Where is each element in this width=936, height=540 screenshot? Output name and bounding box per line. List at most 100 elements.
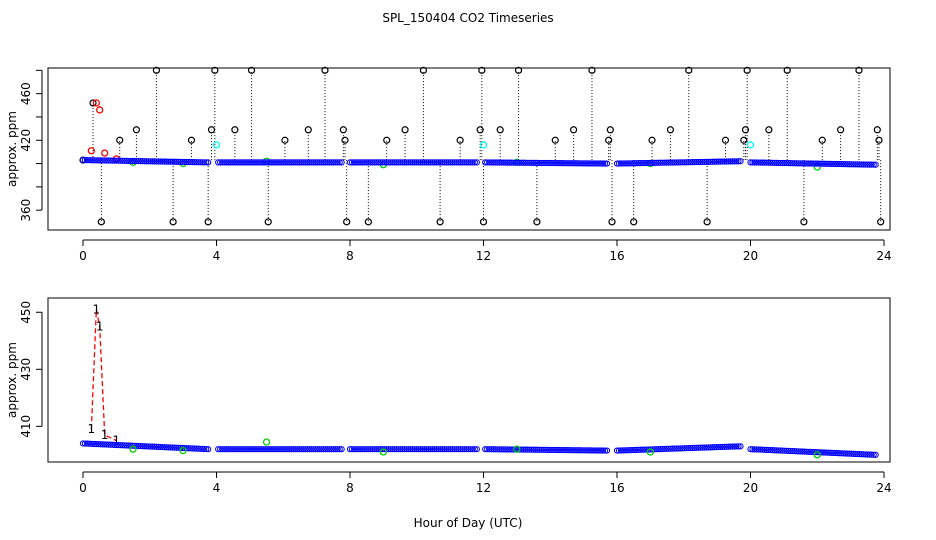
- measurement-point: [449, 159, 456, 166]
- measurement-point: [435, 446, 442, 453]
- measurement-point: [348, 446, 356, 453]
- measurement-point: [109, 441, 116, 448]
- measurement-point: [391, 446, 398, 453]
- measurement-point: [177, 158, 184, 165]
- measurement-point: [316, 159, 323, 166]
- measurement-point: [557, 160, 565, 167]
- measurement-point: [639, 446, 646, 453]
- measurement-point: [165, 158, 172, 165]
- measurement-point: [161, 444, 168, 451]
- measurement-point: [717, 443, 724, 451]
- measurement-point: [779, 159, 786, 167]
- measurement-point: [252, 446, 260, 453]
- measurement-point: [528, 159, 535, 166]
- measurement-point: [486, 446, 493, 453]
- measurement-point: [371, 159, 378, 166]
- measurement-point: [567, 447, 575, 454]
- measurement-point: [254, 446, 262, 453]
- measurement-point: [818, 160, 826, 167]
- measurement-point: [473, 446, 480, 453]
- sample-point: [129, 445, 137, 453]
- measurement-point: [383, 159, 390, 166]
- measurement-point: [455, 159, 462, 166]
- calibration-point: [875, 136, 883, 144]
- measurement-point: [619, 160, 627, 167]
- measurement-point: [282, 159, 289, 166]
- measurement-point: [785, 160, 792, 167]
- measurement-point: [169, 158, 176, 165]
- measurement-point: [643, 159, 650, 167]
- measurement-point: [753, 446, 760, 453]
- measurement-point: [79, 440, 87, 447]
- measurement-point: [451, 446, 458, 453]
- measurement-point: [260, 159, 268, 166]
- measurement-point: [510, 159, 517, 166]
- measurement-point: [653, 446, 660, 453]
- measurement-point: [697, 444, 704, 451]
- sample-point: [262, 438, 271, 446]
- measurement-point: [496, 446, 503, 453]
- measurement-point: [516, 159, 523, 166]
- measurement-point: [358, 159, 366, 166]
- measurement-point: [775, 447, 782, 454]
- measurement-point: [469, 159, 476, 166]
- measurement-point: [494, 159, 501, 166]
- series-1-marker: 1: [113, 434, 121, 448]
- measurement-point: [675, 159, 682, 166]
- calibration-point: [339, 126, 347, 134]
- measurement-point: [707, 158, 714, 165]
- calibration-point: [281, 136, 289, 144]
- measurement-point: [417, 446, 424, 453]
- panel-top-ylabel: approx. ppm: [5, 111, 19, 187]
- measurement-point: [868, 161, 875, 168]
- measurement-point: [91, 157, 99, 164]
- measurement-point: [197, 159, 204, 166]
- calibration-point: [721, 136, 730, 144]
- measurement-point: [677, 159, 684, 166]
- measurement-point: [808, 160, 816, 167]
- measurement-point: [429, 159, 436, 166]
- measurement-point: [669, 445, 676, 452]
- measurement-point: [240, 446, 248, 453]
- measurement-point: [864, 451, 871, 458]
- measurement-point: [549, 446, 557, 454]
- measurement-point: [777, 159, 784, 167]
- measurement-point: [490, 159, 497, 166]
- measurement-point: [93, 157, 101, 164]
- measurement-point: [203, 445, 210, 453]
- measurement-point: [693, 444, 700, 451]
- measurement-point: [443, 446, 450, 453]
- measurement-point: [117, 442, 124, 449]
- measurement-point: [771, 447, 778, 454]
- calibration-point: [187, 136, 196, 144]
- measurement-point: [591, 160, 599, 167]
- measurement-point: [691, 159, 698, 166]
- measurement-point: [707, 444, 714, 451]
- measurement-point: [623, 160, 631, 167]
- measurement-point: [500, 446, 507, 453]
- measurement-point: [417, 159, 424, 166]
- measurement-point: [830, 449, 838, 457]
- measurement-point: [363, 446, 370, 453]
- measurement-point: [316, 446, 323, 453]
- sample-point: [379, 448, 388, 456]
- measurement-point: [751, 159, 758, 166]
- measurement-point: [312, 446, 319, 453]
- measurement-point: [518, 446, 525, 453]
- calibration-point: [401, 126, 409, 134]
- measurement-point: [787, 160, 794, 167]
- measurement-point: [816, 160, 824, 167]
- calibration-point: [304, 126, 312, 134]
- measurement-point: [225, 446, 232, 453]
- measurement-point: [675, 445, 682, 452]
- measurement-point: [221, 159, 228, 166]
- measurement-point: [387, 446, 394, 453]
- measurement-point: [573, 160, 581, 167]
- measurement-point: [365, 159, 372, 166]
- measurement-point: [846, 161, 853, 168]
- measurement-point: [583, 160, 591, 167]
- sample-point: [513, 445, 521, 453]
- measurement-point: [377, 159, 384, 166]
- measurement-point: [601, 447, 609, 454]
- measurement-point: [223, 159, 230, 166]
